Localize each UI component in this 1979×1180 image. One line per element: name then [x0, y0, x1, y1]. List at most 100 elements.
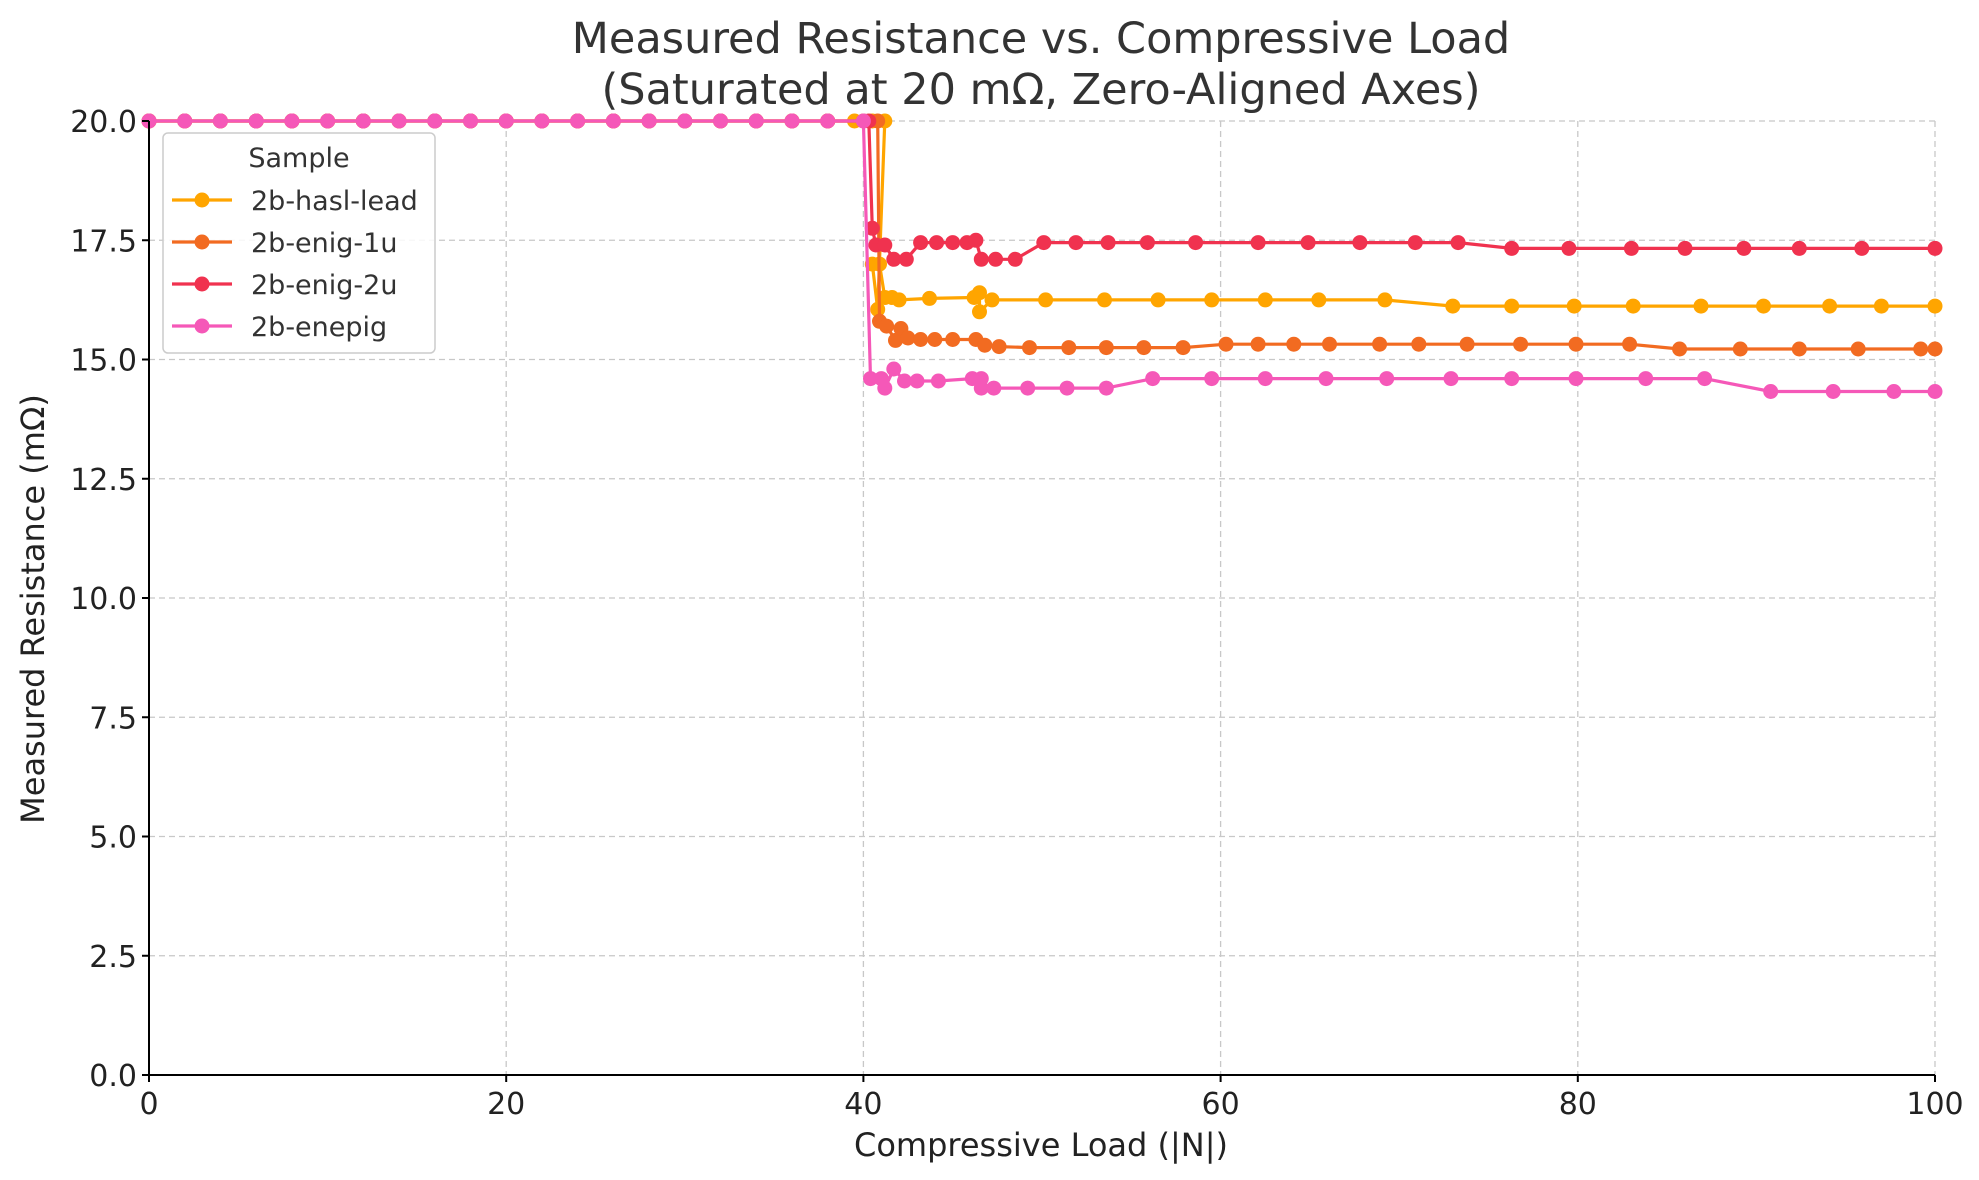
data-point: [1411, 336, 1427, 352]
data-point: [1623, 240, 1639, 256]
data-point: [1756, 298, 1771, 314]
data-point: [1098, 340, 1114, 356]
data-point: [1379, 371, 1395, 387]
y-tick-label: 0.0: [89, 1059, 137, 1094]
data-point: [1763, 384, 1779, 399]
data-point: [570, 113, 586, 129]
data-point: [1504, 371, 1520, 387]
data-point: [1257, 292, 1273, 308]
data-point: [1850, 341, 1866, 357]
data-point: [1677, 240, 1693, 256]
data-point: [463, 113, 478, 129]
data-point: [1825, 384, 1841, 399]
data-point: [913, 235, 929, 251]
data-point: [991, 339, 1007, 355]
data-point: [320, 113, 336, 129]
data-point: [1873, 298, 1889, 314]
data-point: [1568, 336, 1584, 352]
data-point: [1450, 235, 1466, 251]
data-point: [1504, 298, 1520, 314]
data-point: [973, 251, 989, 267]
data-point: [977, 337, 993, 353]
data-point: [1443, 371, 1459, 387]
data-point: [1568, 371, 1584, 387]
data-point: [1286, 336, 1302, 352]
data-point: [877, 380, 893, 396]
data-point: [1913, 341, 1929, 357]
data-point: [945, 235, 961, 251]
data-point: [1204, 292, 1220, 308]
data-point: [929, 235, 945, 251]
data-point: [1407, 235, 1423, 251]
x-tick-label: 60: [1202, 1087, 1240, 1122]
data-point: [900, 330, 916, 346]
data-point: [677, 113, 693, 129]
data-point: [713, 113, 728, 129]
data-point: [427, 113, 443, 129]
data-point: [1732, 341, 1748, 357]
series-2b-enepig: [141, 113, 1943, 399]
y-tick-label: 5.0: [89, 821, 137, 856]
data-point: [1250, 235, 1266, 251]
data-point: [1322, 336, 1337, 352]
data-point: [1150, 292, 1166, 308]
legend-swatch-marker: [194, 318, 210, 334]
data-point: [855, 113, 871, 129]
x-tick-label: 100: [1906, 1087, 1963, 1122]
data-point: [1020, 380, 1036, 396]
x-axis-label: Compressive Load (|N|): [854, 1126, 1228, 1164]
data-point: [1822, 298, 1838, 314]
data-point: [972, 304, 987, 320]
data-point: [1693, 298, 1709, 314]
data-point: [930, 373, 946, 389]
data-point: [355, 113, 371, 129]
data-point: [886, 361, 902, 377]
data-point: [605, 113, 621, 129]
data-point: [863, 371, 878, 387]
legend-item-2b-enig-1u: 2b-enig-1u: [172, 228, 397, 259]
data-point: [1372, 336, 1388, 352]
data-point: [1257, 371, 1273, 387]
legend-label: 2b-enepig: [251, 312, 387, 343]
y-tick-label: 15.0: [70, 344, 137, 379]
data-point: [1038, 292, 1054, 308]
data-point: [748, 113, 764, 129]
data-point: [820, 113, 836, 129]
data-point: [886, 251, 902, 267]
y-axis-label: Measured Resistance (mΩ): [14, 394, 52, 824]
data-point: [177, 113, 193, 129]
legend-box: [162, 132, 436, 354]
data-point: [1022, 340, 1037, 356]
legend-label: 2b-enig-2u: [251, 270, 397, 301]
y-tick-label: 20.0: [70, 105, 137, 140]
data-point: [897, 373, 912, 389]
data-point: [1145, 371, 1161, 387]
data-point: [1061, 340, 1077, 356]
data-point: [968, 232, 984, 248]
data-point: [498, 113, 514, 129]
data-point: [898, 251, 914, 267]
data-point: [1561, 240, 1577, 256]
data-point: [1445, 298, 1461, 314]
data-point: [1139, 235, 1155, 251]
data-point: [391, 113, 407, 129]
data-point: [1175, 340, 1191, 356]
chart-subtitle: (Saturated at 20 mΩ, Zero-Aligned Axes): [602, 65, 1481, 115]
data-point: [1566, 298, 1582, 314]
data-point: [212, 113, 228, 129]
data-point: [870, 301, 886, 317]
series-layer: [141, 113, 1943, 399]
y-tick-label: 2.5: [89, 940, 137, 975]
data-point: [888, 332, 903, 348]
data-point: [1377, 292, 1393, 308]
legend-items: 2b-hasl-lead 2b-enig-1u 2b-enig-2u 2b-enepi…: [172, 186, 418, 343]
data-point: [1250, 336, 1266, 352]
legend-item-2b-enepig: 2b-enepig: [172, 312, 387, 343]
x-tick-label: 20: [487, 1087, 525, 1122]
data-point: [641, 113, 657, 129]
x-tick-label: 0: [139, 1087, 158, 1122]
data-point: [534, 113, 550, 129]
data-point: [1672, 341, 1688, 357]
data-point: [1311, 292, 1327, 308]
